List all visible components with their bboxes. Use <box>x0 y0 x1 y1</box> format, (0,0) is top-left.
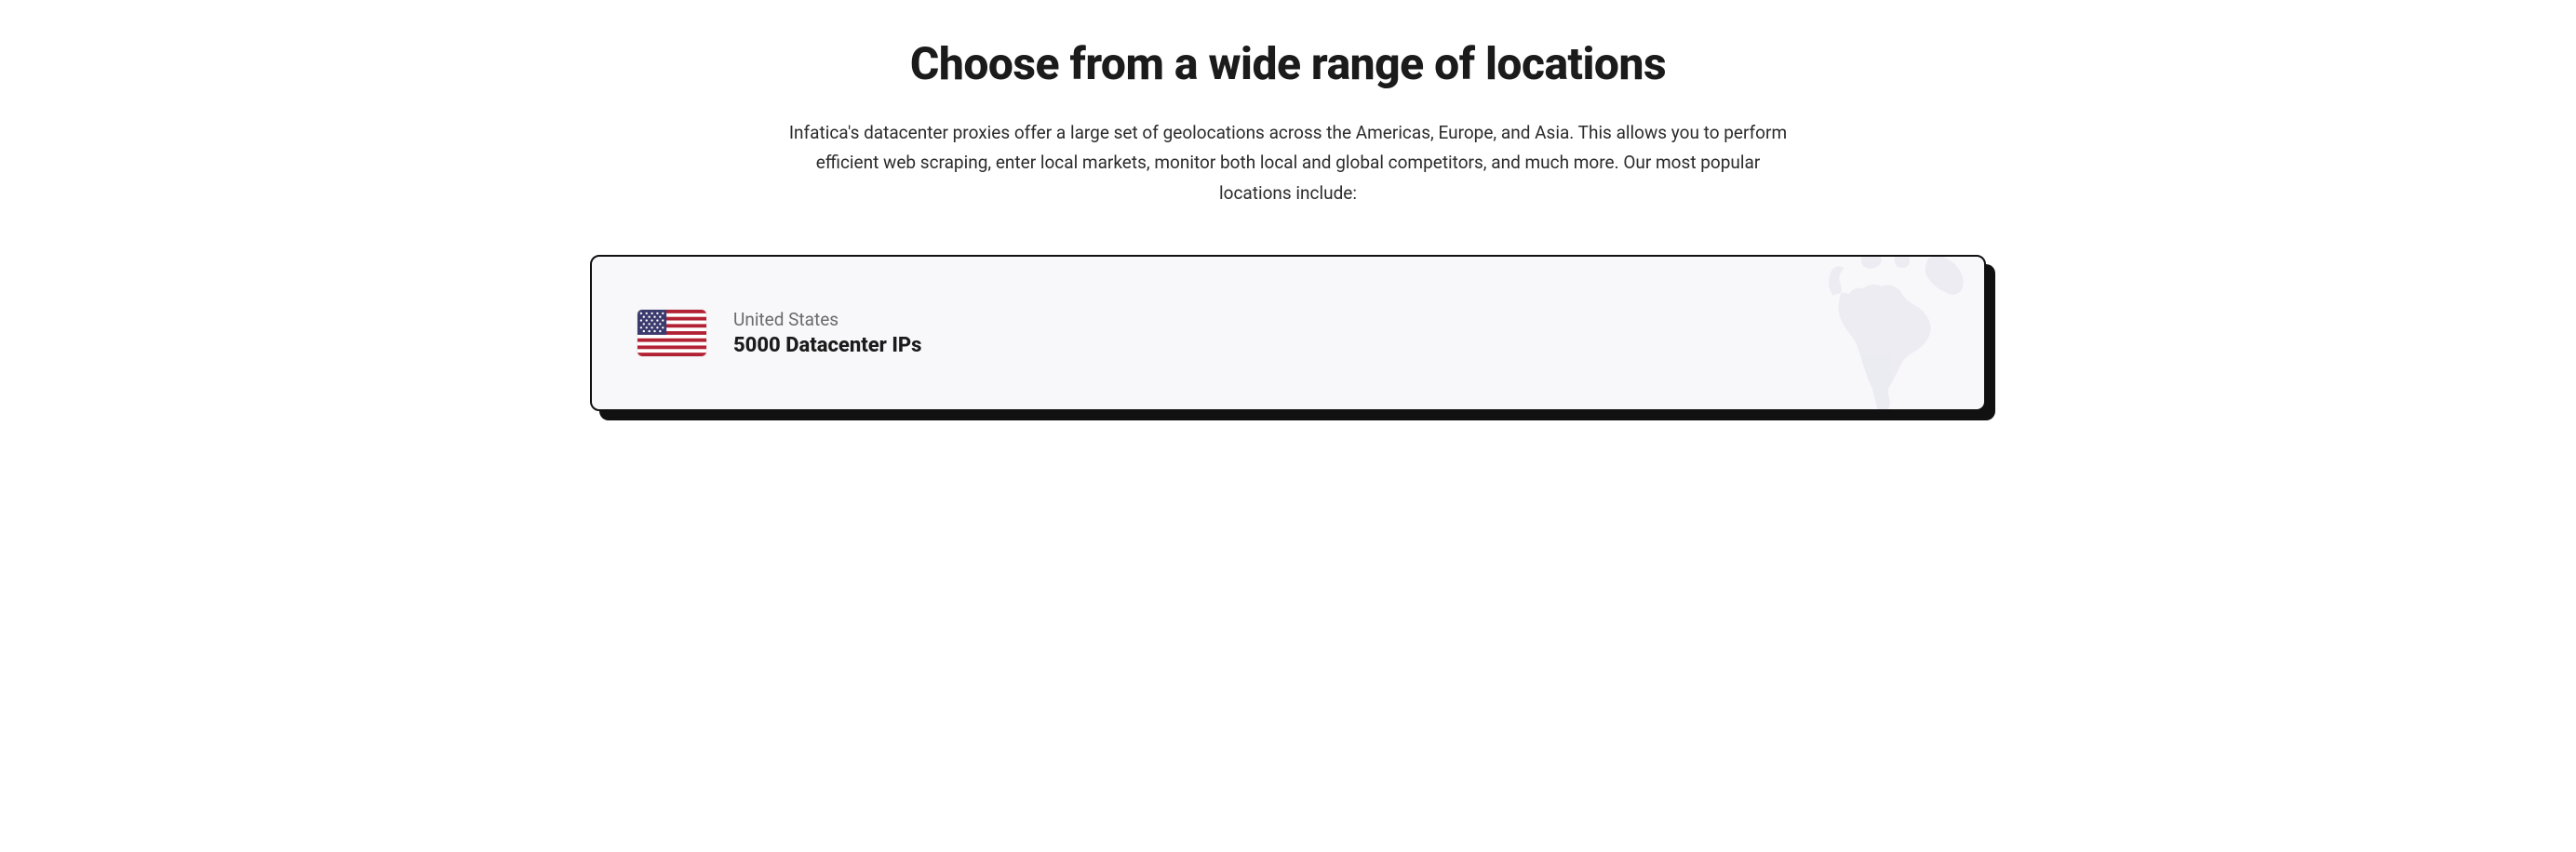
section-subheading: Infatica's datacenter proxies offer a la… <box>785 118 1791 208</box>
card-text-group: United States 5000 Datacenter IPs <box>733 309 921 357</box>
us-flag-icon <box>637 309 707 357</box>
ip-count: 5000 Datacenter IPs <box>733 334 921 357</box>
card-content: United States 5000 Datacenter IPs <box>637 309 1939 357</box>
country-name: United States <box>733 309 921 330</box>
section-heading: Choose from a wide range of locations <box>590 37 1986 90</box>
section-container: Choose from a wide range of locations In… <box>571 0 2005 448</box>
location-card[interactable]: United States 5000 Datacenter IPs <box>590 255 1986 411</box>
